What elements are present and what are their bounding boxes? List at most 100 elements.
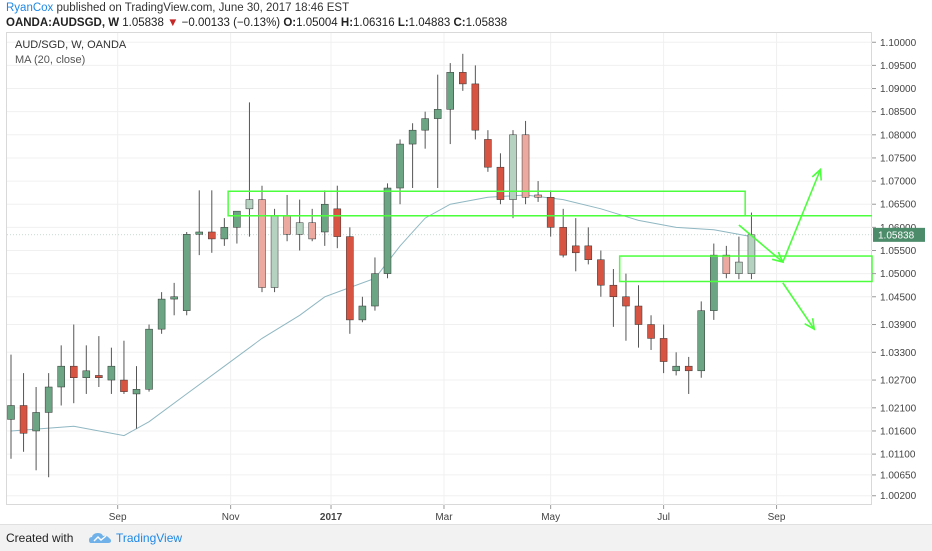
candle: [559, 208, 567, 258]
candle-body: [132, 389, 141, 395]
y-tick-label: 1.04500: [880, 292, 917, 303]
published-text: published on TradingView.com, June 30, 2…: [56, 2, 350, 14]
y-tick-label: 1.00200: [880, 491, 917, 502]
low-label: L:: [397, 17, 409, 29]
candle: [270, 208, 279, 293]
candle-body: [308, 222, 316, 240]
tradingview-link[interactable]: TradingView: [116, 531, 183, 545]
close-value: 1.05838: [465, 17, 508, 29]
chart-area[interactable]: 1.10000 1.09500 1.09000 1.08500 1.08000 1.075…: [6, 32, 926, 524]
candle: [170, 282, 178, 316]
projection-arrow: [738, 224, 785, 264]
candle: [584, 227, 593, 265]
candle: [609, 269, 618, 327]
candle: [722, 245, 731, 279]
candle: [634, 285, 643, 348]
x-tick-label: Sep: [109, 512, 127, 523]
candle-body: [747, 234, 756, 274]
y-tick-label: 1.09000: [880, 84, 917, 95]
arrow-shaft: [782, 169, 822, 263]
candle-body: [459, 72, 467, 85]
candle: [546, 190, 555, 237]
x-tick-label: 2017: [320, 512, 343, 523]
candle: [459, 53, 467, 91]
arrow-head: [804, 318, 816, 331]
y-tick-label: 1.07500: [880, 153, 917, 164]
candle-body: [408, 129, 417, 145]
candle: [120, 340, 128, 394]
chart-header: RyanCox published on TradingView.com, Ju…: [0, 0, 932, 32]
candle-body: [446, 72, 454, 110]
candle: [672, 352, 680, 376]
candle-body: [7, 405, 15, 420]
candle: [659, 324, 668, 374]
candle-body: [321, 203, 329, 233]
y-tick-label: 1.01100: [880, 450, 916, 461]
candle-body: [584, 245, 593, 260]
candle-body: [496, 166, 505, 200]
candle: [346, 227, 354, 334]
candle-body: [233, 210, 241, 228]
candlestick-chart[interactable]: 1.10000 1.09500 1.09000 1.08500 1.08000 1.075…: [6, 32, 926, 524]
chart-legend-title: AUD/SGD, W, OANDA: [15, 39, 127, 51]
y-tick-label: 1.03900: [880, 320, 917, 331]
candle-body: [672, 365, 680, 372]
y-tick-label: 1.06500: [880, 200, 917, 211]
candle: [233, 210, 241, 244]
candle: [208, 190, 216, 253]
candle: [107, 347, 116, 394]
close-label: C:: [453, 17, 466, 29]
candle: [471, 65, 480, 140]
candle: [321, 190, 329, 246]
arrow-shaft: [738, 224, 784, 263]
candle-body: [559, 227, 567, 256]
footer-bar: Created with TradingView: [0, 524, 932, 551]
arrow-shaft: [782, 282, 815, 330]
candle: [195, 190, 203, 256]
candle-body: [346, 236, 354, 321]
candle: [57, 345, 65, 406]
candle-body: [421, 118, 429, 131]
candle: [597, 250, 605, 297]
ohlc-line: OANDA:AUDSGD, W 1.05838 ▼ −0.00133 (−0.1…: [6, 17, 507, 29]
candle-body: [659, 338, 668, 362]
candle: [433, 74, 442, 189]
candle-body: [396, 143, 404, 189]
candle: [484, 130, 492, 172]
y-tick-label: 1.08500: [880, 107, 917, 118]
author-link[interactable]: RyanCox: [6, 2, 54, 14]
low-value: 1.04883: [408, 17, 451, 29]
y-tick-label: 1.07000: [880, 177, 917, 188]
candle: [245, 102, 254, 237]
tradingview-cloud-icon: [88, 531, 112, 550]
price-change: −0.00133 (−0.13%): [181, 17, 281, 29]
y-tick-label: 1.05500: [880, 246, 917, 257]
candle-body: [622, 296, 630, 307]
candle: [82, 345, 91, 394]
y-tick-label: 1.10000: [880, 38, 917, 49]
candle: [95, 336, 103, 387]
candle-body: [295, 222, 304, 235]
candle-body: [107, 365, 116, 381]
candle-body: [208, 231, 216, 240]
x-tick-label: Jul: [657, 512, 670, 523]
candle: [70, 324, 78, 404]
x-tick-label: Nov: [222, 512, 240, 523]
y-tick-label: 1.02700: [880, 376, 917, 387]
y-tick-label: 1.05000: [880, 269, 917, 280]
candle-body: [710, 254, 718, 311]
candle-body: [70, 365, 78, 378]
candle-body: [684, 365, 693, 372]
candle-body: [333, 208, 342, 237]
candle: [145, 324, 153, 392]
candle-body: [145, 328, 153, 390]
candle: [182, 231, 191, 316]
candle: [132, 366, 141, 429]
candle: [408, 123, 417, 189]
candle-body: [534, 194, 542, 198]
candle-body: [647, 324, 655, 339]
publish-line: RyanCox published on TradingView.com, Ju…: [6, 2, 349, 14]
candle-body: [120, 379, 128, 392]
candle: [7, 354, 15, 459]
candle: [19, 373, 28, 452]
